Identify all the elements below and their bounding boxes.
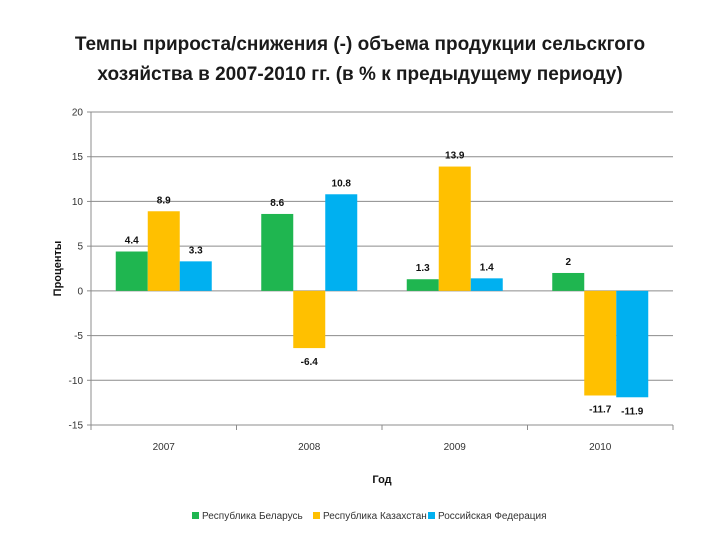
y-tick-label: 10	[72, 197, 84, 208]
legend-swatch	[192, 512, 199, 519]
chart-title: Темпы прироста/снижения (-) объема проду…	[0, 30, 720, 90]
bar	[584, 290, 617, 396]
y-tick-label: -10	[69, 376, 84, 387]
bar	[616, 290, 649, 398]
data-label: 3.3	[189, 245, 203, 256]
bar	[552, 272, 585, 291]
y-tick-label: -15	[69, 421, 84, 432]
data-label: 1.4	[480, 262, 494, 273]
data-label: -11.7	[589, 404, 612, 415]
x-tick-label: 2010	[589, 442, 612, 453]
x-axis-title: Год	[372, 474, 391, 486]
y-tick-label: 15	[72, 152, 84, 163]
data-label: -11.9	[621, 406, 644, 417]
chart-title-line-2: хозяйства в 2007-2010 гг. (в % к предыду…	[97, 64, 623, 85]
data-label: 8.6	[270, 198, 284, 209]
y-tick-label: -5	[74, 331, 83, 342]
legend-label: Республика Казахстан	[323, 510, 427, 522]
data-label: 4.4	[125, 236, 139, 247]
x-tick-label: 2007	[153, 442, 176, 453]
bar	[470, 278, 503, 291]
data-label: -6.4	[301, 357, 319, 368]
bar	[406, 279, 439, 291]
data-label: 10.8	[332, 178, 352, 189]
y-tick-label: 20	[72, 108, 84, 119]
x-tick-label: 2008	[298, 442, 321, 453]
y-axis-title: Проценты	[52, 241, 64, 297]
legend-swatch	[428, 512, 435, 519]
data-label: 8.9	[157, 195, 171, 206]
legend-swatch	[313, 512, 320, 519]
data-label: 1.3	[416, 263, 430, 274]
bar	[179, 261, 212, 291]
bar	[325, 194, 358, 291]
legend-label: Республика Беларусь	[202, 510, 303, 522]
legend-label: Российская Федерация	[438, 511, 547, 522]
bar	[147, 211, 180, 291]
y-tick-label: 5	[77, 242, 83, 253]
bar	[261, 213, 294, 291]
data-label: 2	[565, 257, 571, 268]
chart-title-line-1: Темпы прироста/снижения (-) объема проду…	[74, 34, 646, 55]
x-tick-label: 2009	[444, 442, 467, 453]
y-tick-label: 0	[77, 286, 83, 297]
data-label: 13.9	[445, 151, 465, 162]
bar	[293, 290, 326, 349]
bar	[438, 166, 471, 291]
bar	[115, 251, 148, 291]
